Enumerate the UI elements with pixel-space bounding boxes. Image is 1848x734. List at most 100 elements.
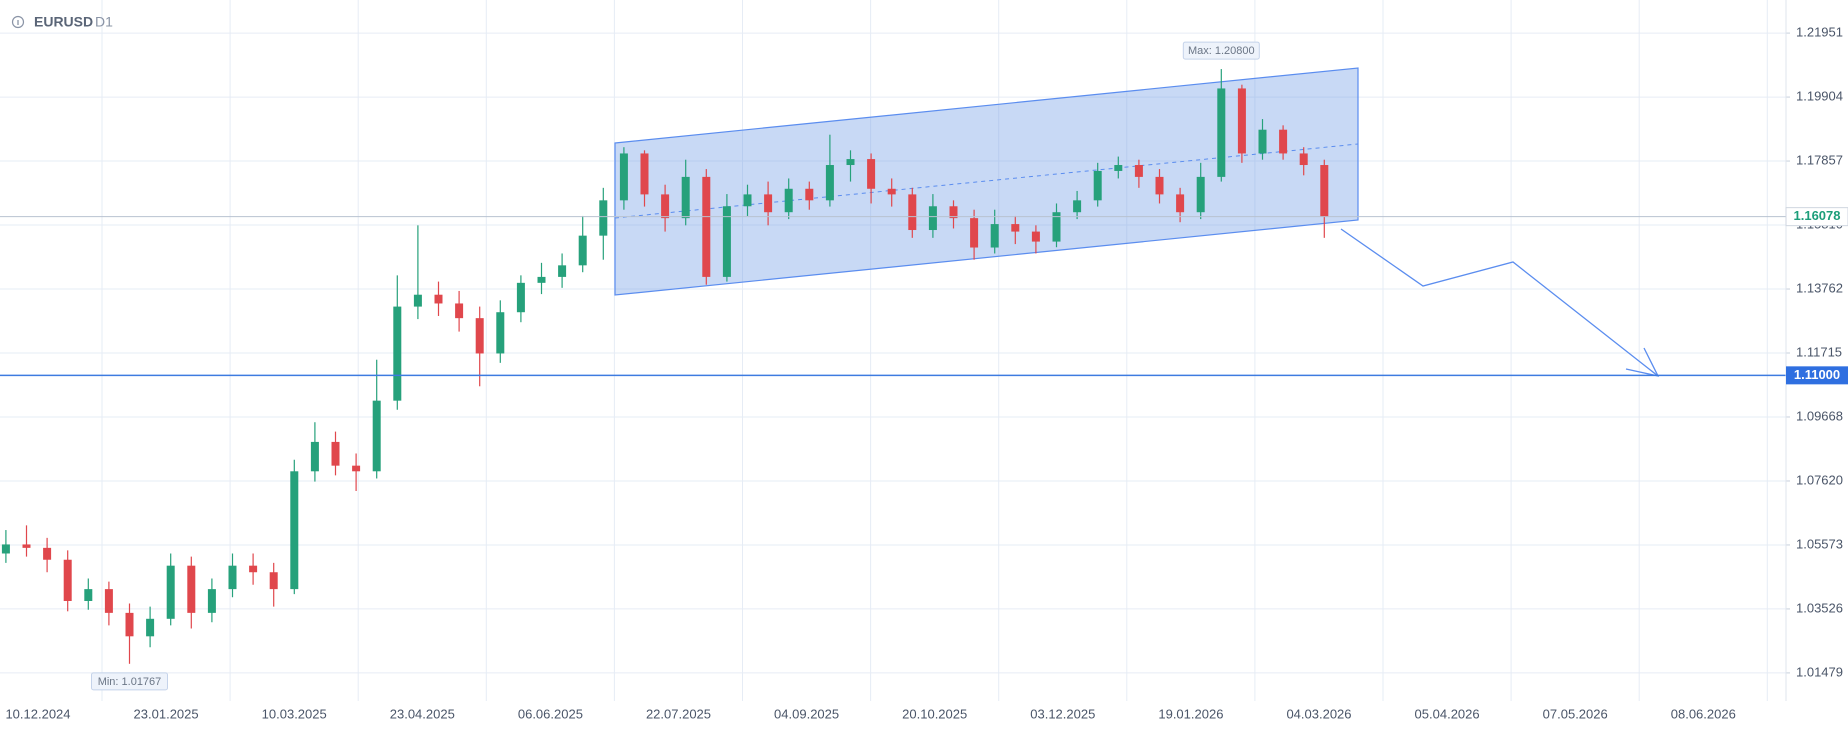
candle-body <box>331 441 340 466</box>
candle-body <box>1114 165 1123 171</box>
y-tick-label: 1.11715 <box>1796 344 1842 359</box>
x-tick-label: 20.10.2025 <box>902 706 967 721</box>
candle-body <box>1237 88 1246 154</box>
y-tick-label: 1.17857 <box>1796 152 1843 167</box>
candle-body <box>1196 176 1205 213</box>
candle-body <box>1093 170 1102 201</box>
candle-body <box>722 206 731 277</box>
current-price-label: 1.16078 <box>1794 208 1841 223</box>
candle-body <box>908 194 917 231</box>
candle-body <box>784 188 793 213</box>
candle-body <box>352 465 361 472</box>
candle-body <box>207 589 216 613</box>
candle-body <box>516 282 525 313</box>
channel <box>614 67 1359 296</box>
x-tick-label: 06.06.2025 <box>518 706 583 721</box>
y-tick-label: 1.05573 <box>1796 536 1843 551</box>
y-tick-label: 1.09668 <box>1796 408 1843 423</box>
candle-body <box>990 224 999 248</box>
candle-body <box>434 294 443 304</box>
candle-body <box>228 565 237 590</box>
y-tick-label: 1.07620 <box>1796 472 1843 487</box>
candle-body <box>475 318 484 354</box>
timeframe: D1 <box>95 14 113 30</box>
y-tick-label: 1.01479 <box>1796 664 1843 679</box>
candle-body <box>310 441 319 472</box>
x-tick-label: 22.07.2025 <box>646 706 711 721</box>
candle-body <box>825 165 834 201</box>
candle-body <box>537 276 546 283</box>
level-label: 1.11000 <box>1794 367 1840 382</box>
x-tick-label: 23.04.2025 <box>390 706 455 721</box>
candle-body <box>661 194 670 219</box>
forecast-arrow <box>1340 228 1659 377</box>
candle-body <box>249 565 258 573</box>
candle-body <box>125 612 134 637</box>
candle-body <box>805 188 814 201</box>
overlay: Max: 1.20800 Min: 1.01767 <box>0 41 1786 691</box>
y-tick-label: 1.03526 <box>1796 600 1843 615</box>
candle-body <box>1031 231 1040 242</box>
candle-body <box>928 206 937 231</box>
info-icon <box>11 15 25 29</box>
candle-body <box>146 618 155 637</box>
y-tick-label: 1.21951 <box>1796 25 1843 40</box>
level-label-box <box>1786 366 1848 385</box>
candle-body <box>1155 176 1164 195</box>
candle-body <box>619 153 628 201</box>
candle-body <box>578 235 587 266</box>
candle-body <box>1134 165 1143 177</box>
candle-body <box>970 218 979 248</box>
min-label: Min: 1.01767 <box>98 676 162 688</box>
candle-body <box>43 547 52 560</box>
candle-body <box>764 194 773 213</box>
candle-body <box>290 471 299 590</box>
candle-body <box>1073 200 1082 213</box>
candle-body <box>1011 224 1020 232</box>
x-tick-label: 04.03.2026 <box>1286 706 1351 721</box>
candle-body <box>681 176 690 219</box>
x-tick-label: 04.09.2025 <box>774 706 839 721</box>
x-tick-label: 10.03.2025 <box>262 706 327 721</box>
x-tick-label: 10.12.2024 <box>5 706 70 721</box>
grid <box>0 0 1790 701</box>
current-price-box <box>1785 207 1848 227</box>
x-tick-label: 03.12.2025 <box>1030 706 1095 721</box>
candle-body <box>63 559 72 601</box>
candle-body <box>949 206 958 219</box>
candles <box>1 69 1329 664</box>
candle-body <box>187 565 196 613</box>
x-tick-label: 23.01.2025 <box>134 706 199 721</box>
candle-body <box>702 176 711 277</box>
candle-body <box>455 303 464 319</box>
candle-body <box>1279 129 1288 154</box>
candle-body <box>1258 129 1267 154</box>
candle-body <box>1299 153 1308 166</box>
candle-body <box>496 312 505 354</box>
max-label-box <box>1182 41 1260 60</box>
candle-body <box>1052 212 1061 242</box>
candle-body <box>558 265 567 277</box>
min-label-box <box>91 672 168 691</box>
candle-body <box>599 200 608 236</box>
symbol: EURUSD <box>34 14 93 30</box>
y-tick-label: 1.13762 <box>1796 280 1843 295</box>
candle-body <box>743 194 752 207</box>
candle-body <box>1217 88 1226 177</box>
candle-body <box>372 400 381 472</box>
x-tick-label: 07.05.2026 <box>1543 706 1608 721</box>
candle-body <box>867 159 876 189</box>
candle-body <box>640 153 649 195</box>
candle-body <box>269 572 278 590</box>
y-tick-label: 1.19904 <box>1796 89 1843 104</box>
x-tick-label: 05.04.2026 <box>1415 706 1480 721</box>
candle-body <box>1320 165 1329 217</box>
candle-body <box>22 544 31 548</box>
candle-body <box>413 294 422 307</box>
candle-body <box>84 589 93 601</box>
candle-body <box>846 159 855 166</box>
candle-body <box>1 544 10 554</box>
candle-body <box>887 188 896 195</box>
